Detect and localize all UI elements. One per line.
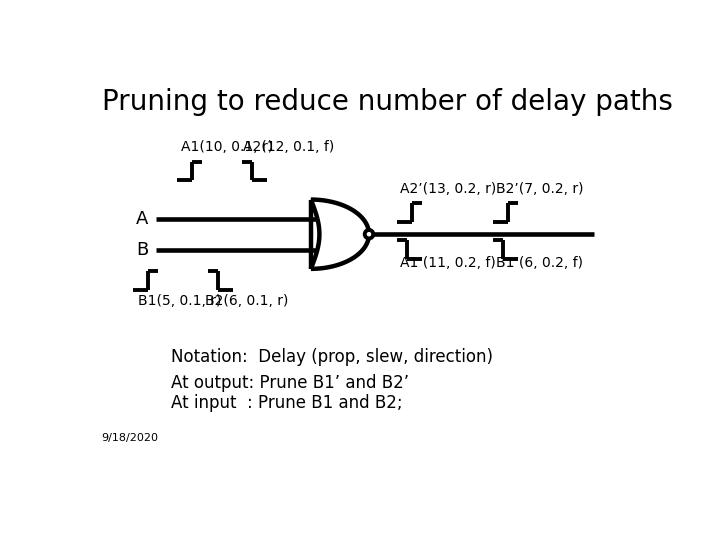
Circle shape: [365, 230, 373, 239]
Text: A2(12, 0.1, f): A2(12, 0.1, f): [243, 140, 335, 154]
Text: Notation:  Delay (prop, slew, direction): Notation: Delay (prop, slew, direction): [171, 348, 493, 366]
Text: B1’(6, 0.2, f): B1’(6, 0.2, f): [496, 256, 583, 270]
Text: At input  : Prune B1 and B2;: At input : Prune B1 and B2;: [171, 394, 403, 413]
Text: A1(10, 0.1, r): A1(10, 0.1, r): [181, 140, 274, 154]
Text: A2’(13, 0.2, r): A2’(13, 0.2, r): [400, 182, 496, 196]
Text: B: B: [136, 241, 148, 259]
Text: B1(5, 0.1, r): B1(5, 0.1, r): [138, 294, 222, 308]
Text: At output: Prune B1’ and B2’: At output: Prune B1’ and B2’: [171, 374, 410, 393]
Text: B2’(7, 0.2, r): B2’(7, 0.2, r): [496, 182, 584, 196]
Text: B2(6, 0.1, r): B2(6, 0.1, r): [204, 294, 288, 308]
Text: 9/18/2020: 9/18/2020: [102, 433, 158, 443]
Text: A: A: [136, 210, 148, 228]
Text: A1’(11, 0.2, f): A1’(11, 0.2, f): [400, 256, 496, 270]
Text: Pruning to reduce number of delay paths: Pruning to reduce number of delay paths: [102, 88, 672, 116]
